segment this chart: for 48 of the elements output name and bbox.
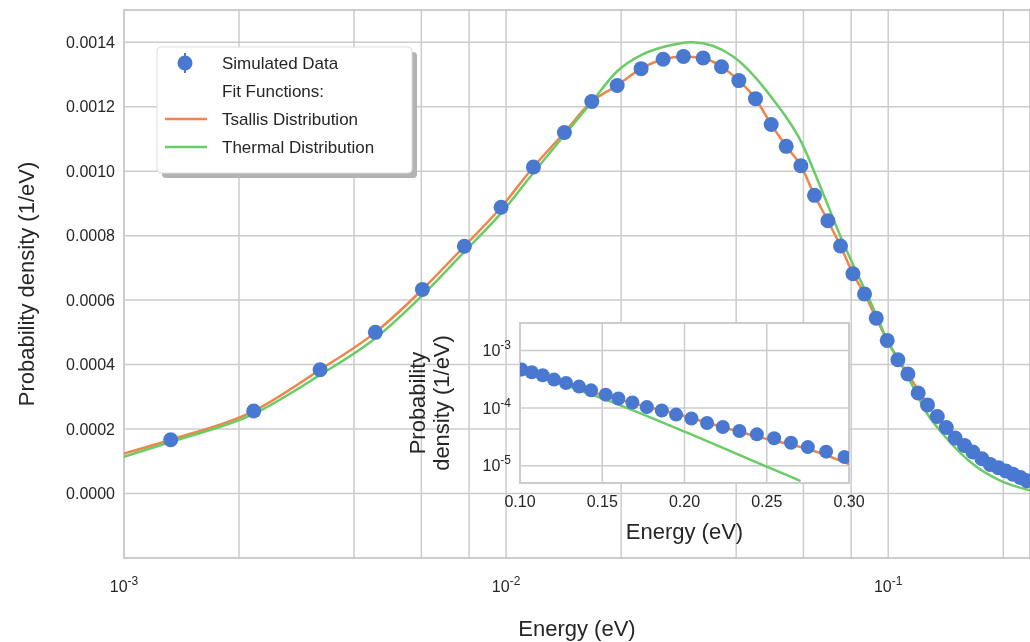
point: [572, 379, 587, 394]
y-tick-label: 0.0008: [66, 227, 116, 245]
y-tick-label: 10$^{-4}$: [482, 395, 512, 417]
annotation: Fit Functions:: [222, 81, 325, 101]
x-tick-label: 10$^{-1}$: [873, 574, 903, 595]
x-tick-label: 0.15: [586, 493, 618, 510]
x-tick-label: 10$^{-2}$: [491, 574, 521, 595]
x-axis-title: Energy (eV): [625, 519, 744, 544]
point: [783, 435, 798, 450]
point: [700, 416, 715, 431]
point: [767, 431, 782, 446]
point: [611, 391, 626, 406]
x-axis-title: Energy (eV): [518, 616, 636, 641]
y-tick-label: 10$^{-3}$: [482, 338, 512, 360]
point: [684, 411, 699, 426]
point: [639, 400, 654, 415]
x-tick-label: 0.10: [504, 493, 536, 510]
point: [819, 444, 834, 459]
y-axis-title: Probability density (1/eV): [405, 335, 455, 471]
y-tick-label: 0.0000: [66, 485, 116, 503]
point: [669, 407, 684, 422]
point: [524, 365, 539, 380]
point: [715, 419, 730, 434]
point: [598, 387, 613, 402]
y-tick-label: 0.0010: [66, 162, 116, 180]
x-tick-label: 0.20: [668, 493, 701, 510]
legend-label: Tsallis Distribution: [222, 109, 359, 129]
x-tick-label: 10$^{-3}$: [109, 574, 139, 595]
point: [547, 372, 562, 387]
point: [749, 427, 764, 442]
point: [625, 395, 640, 410]
point: [584, 383, 599, 398]
y-tick-label: 10$^{-5}$: [482, 453, 512, 475]
x-tick-label: 0.25: [751, 493, 783, 510]
point: [535, 368, 550, 383]
point: [559, 375, 574, 390]
point: [654, 403, 669, 418]
y-tick-label: 0.0014: [66, 33, 116, 51]
y-axis-title: Probability density (1/eV): [13, 161, 39, 407]
point: [732, 423, 747, 438]
y-tick-label: 0.0012: [66, 98, 116, 116]
point: [800, 440, 815, 455]
y-tick-label: 0.0002: [66, 420, 116, 438]
x-tick-label: 0.30: [833, 493, 865, 510]
y-tick-label: 0.0004: [66, 356, 116, 374]
legend-label: Thermal Distribution: [222, 137, 375, 157]
legend-label: Simulated Data: [222, 53, 339, 73]
y-tick-label: 0.0006: [66, 291, 116, 309]
